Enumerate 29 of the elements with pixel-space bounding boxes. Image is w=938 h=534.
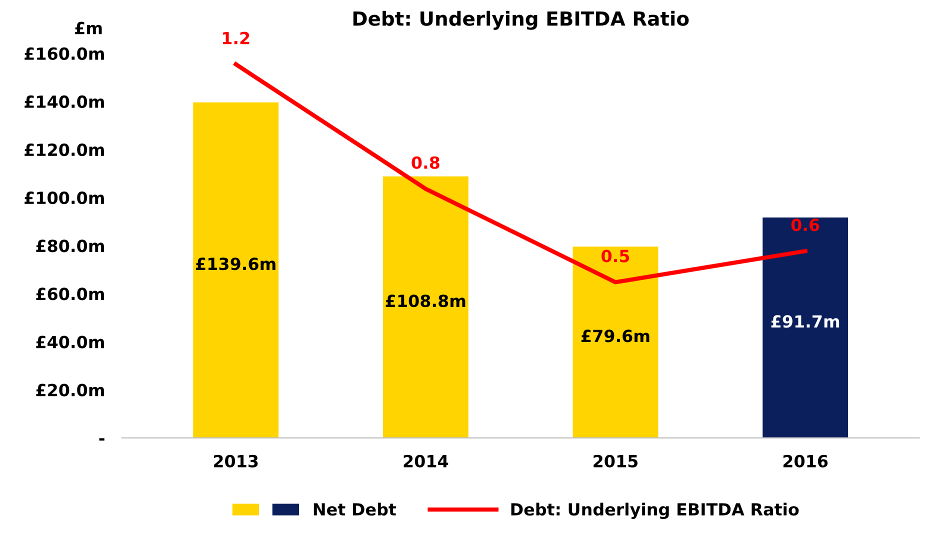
bar	[382, 176, 468, 438]
data-label: £108.8m	[386, 294, 466, 308]
data-label: 0.5	[602, 250, 630, 262]
y-tick-label: £40.0m	[36, 336, 104, 348]
y-tick-label: £140.0m	[24, 95, 104, 108]
y-tick-label: £80.0m	[36, 240, 104, 252]
y-axis-title: £m	[75, 22, 102, 34]
bar	[762, 218, 848, 438]
y-tick-label: £60.0m	[36, 288, 104, 300]
y-tick-label: £20.0m	[36, 384, 104, 396]
x-tick-label: 2016	[783, 454, 828, 468]
chart-title: Debt: Underlying EBITDA Ratio	[353, 10, 689, 30]
bar	[193, 102, 279, 438]
data-label: 1.2	[222, 32, 250, 44]
x-tick-label: 2014	[404, 454, 448, 468]
x-tick-label: 2013	[214, 454, 258, 468]
y-tick-label: £160.0m	[24, 47, 104, 60]
data-label: £139.6m	[196, 258, 276, 270]
legend-label: Net Debt	[314, 502, 396, 516]
y-tick-label: £120.0m	[24, 143, 104, 156]
data-label: £79.6m	[581, 330, 650, 342]
bar	[572, 246, 658, 438]
y-tick-label: -	[99, 438, 104, 441]
data-label: 0.6	[791, 218, 820, 232]
data-label: 0.8	[412, 156, 440, 169]
x-tick-label: 2015	[594, 454, 638, 468]
y-tick-label: £100.0m	[24, 192, 104, 204]
legend-label: Debt: Underlying EBITDA Ratio	[511, 502, 799, 519]
data-label: £91.7m	[771, 315, 840, 328]
